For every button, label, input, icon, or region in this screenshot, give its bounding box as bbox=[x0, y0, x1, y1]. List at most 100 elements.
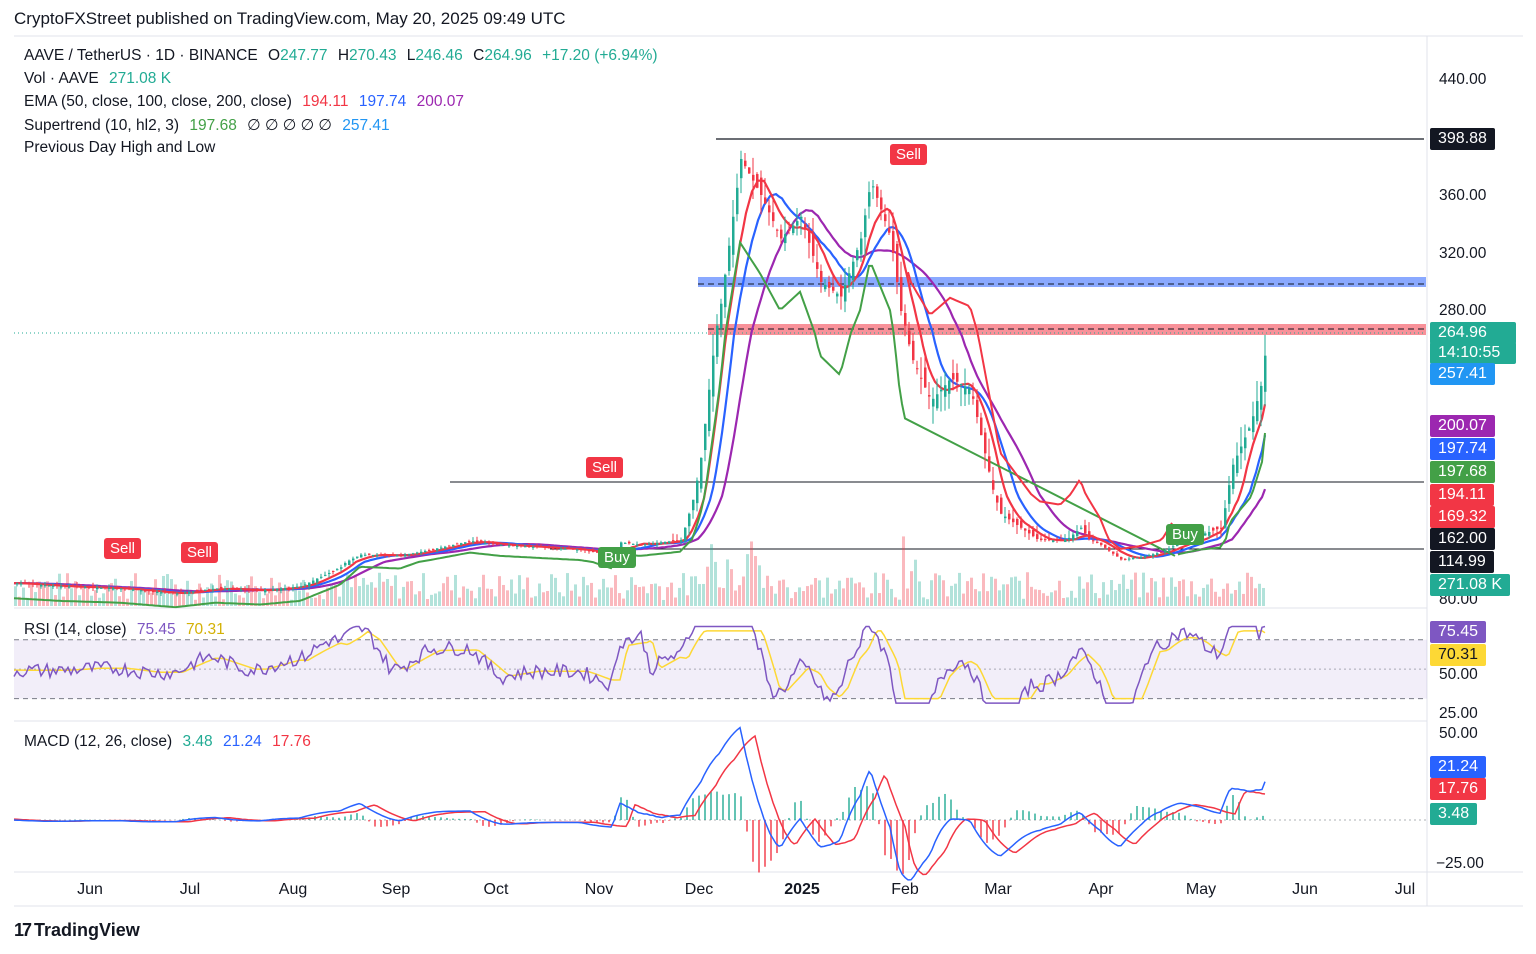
volume-bar bbox=[1250, 576, 1253, 606]
legend-vol-label[interactable]: Vol · AAVE bbox=[24, 70, 99, 87]
candle-body bbox=[716, 325, 719, 357]
macd-label[interactable]: MACD (12, 26, close) bbox=[24, 733, 173, 750]
volume-bar bbox=[306, 592, 309, 606]
macd-hist-bar bbox=[914, 820, 916, 834]
volume-bar bbox=[894, 597, 897, 606]
candle-body bbox=[1028, 529, 1031, 534]
volume-bar bbox=[878, 593, 881, 606]
volume-bar bbox=[578, 596, 581, 606]
volume-bar bbox=[394, 575, 397, 606]
volume-bar bbox=[1066, 597, 1069, 606]
legend-symbol[interactable]: AAVE / TetherUS · 1D · BINANCE bbox=[24, 47, 258, 64]
candle-body bbox=[664, 541, 667, 544]
candle-body bbox=[744, 160, 747, 167]
candle-body bbox=[436, 548, 439, 551]
candle-body bbox=[824, 284, 827, 290]
candle-body bbox=[920, 377, 923, 379]
candle-body bbox=[528, 545, 531, 547]
legend-open: 247.77 bbox=[280, 47, 328, 64]
volume-bar bbox=[746, 554, 749, 606]
volume-bar bbox=[598, 589, 601, 606]
macd-hist-bar bbox=[446, 817, 448, 820]
legend-ohlc: AAVE / TetherUS · 1D · BINANCE O247.77 H… bbox=[24, 47, 664, 65]
candle-body bbox=[1108, 547, 1111, 551]
volume-bar bbox=[114, 578, 117, 606]
macd-hist-bar bbox=[482, 820, 484, 826]
volume-bar bbox=[434, 593, 437, 606]
volume-bar bbox=[126, 598, 129, 606]
candle-body bbox=[580, 549, 583, 551]
price-tag-volume: 271.08 K bbox=[1430, 574, 1511, 596]
candle-body bbox=[684, 527, 687, 541]
volume-bar bbox=[918, 581, 921, 606]
volume-bar bbox=[554, 577, 557, 606]
candle-body bbox=[228, 589, 231, 591]
candle-body bbox=[960, 384, 963, 386]
volume-bar bbox=[1190, 581, 1193, 606]
macd-hist-bar bbox=[710, 792, 712, 820]
macd-line-value: 21.24 bbox=[222, 733, 262, 750]
candle-body bbox=[1216, 526, 1219, 530]
candle-body bbox=[712, 355, 715, 397]
candle-body bbox=[880, 197, 883, 210]
volume-bar bbox=[150, 592, 153, 606]
volume-bar bbox=[998, 590, 1001, 606]
volume-bar bbox=[142, 587, 145, 606]
legend-supertrend-label[interactable]: Supertrend (10, hl2, 3) bbox=[24, 117, 180, 134]
volume-bar bbox=[622, 598, 625, 606]
volume-bar bbox=[190, 592, 193, 606]
volume-bar bbox=[1166, 596, 1169, 606]
candle-body bbox=[96, 587, 99, 590]
volume-bar bbox=[706, 566, 709, 606]
volume-bar bbox=[774, 593, 777, 606]
macd-hist-bar bbox=[1100, 820, 1102, 833]
volume-bar bbox=[1086, 582, 1089, 606]
rsi-label[interactable]: RSI (14, close) bbox=[24, 621, 127, 638]
candle-body bbox=[68, 586, 71, 588]
macd-hist-bar bbox=[1244, 816, 1246, 820]
candle-body bbox=[372, 554, 375, 556]
candle-body bbox=[596, 551, 599, 553]
legend-pdhl-label[interactable]: Previous Day High and Low bbox=[24, 139, 216, 156]
volume-bar bbox=[882, 573, 885, 606]
volume-bar bbox=[358, 586, 361, 606]
candle-body bbox=[1016, 518, 1019, 525]
macd-hist-bar bbox=[728, 794, 730, 820]
macd-hist-bar bbox=[848, 797, 850, 820]
volume-bar bbox=[1230, 593, 1233, 606]
candle-body bbox=[16, 583, 19, 585]
price-tag-ema200: 200.07 bbox=[1430, 415, 1495, 437]
candle-body bbox=[820, 270, 823, 282]
tradingview-logo[interactable]: 17 TradingView bbox=[14, 920, 140, 941]
macd-hist-bar bbox=[998, 820, 1000, 836]
price-tag-prev-low: 169.32 bbox=[1430, 506, 1495, 528]
price-tick: 360.00 bbox=[1439, 187, 1487, 204]
legend-rsi: RSI (14, close) 75.45 70.31 bbox=[24, 621, 231, 639]
macd-hist-bar bbox=[818, 820, 820, 842]
candle-body bbox=[1024, 528, 1027, 531]
candle-body bbox=[1228, 485, 1231, 504]
candle-body bbox=[676, 540, 679, 542]
volume-bar bbox=[38, 581, 41, 606]
candle-body bbox=[1252, 416, 1255, 433]
volume-bar bbox=[474, 598, 477, 606]
candle-body bbox=[796, 221, 799, 226]
time-label: Aug bbox=[278, 881, 308, 898]
macd-tick: −25.00 bbox=[1436, 855, 1484, 872]
legend-ema-label[interactable]: EMA (50, close, 100, close, 200, close) bbox=[24, 93, 292, 110]
volume-bar bbox=[258, 592, 261, 606]
sell-signal: Sell bbox=[181, 542, 219, 563]
macd-hist-bar bbox=[320, 816, 322, 820]
candle-body bbox=[108, 588, 111, 590]
macd-hist-bar bbox=[908, 820, 910, 861]
volume-bar bbox=[46, 581, 49, 606]
volume-bar bbox=[906, 588, 909, 606]
macd-hist-bar bbox=[626, 799, 628, 820]
candle-body bbox=[72, 585, 75, 587]
candle-body bbox=[104, 586, 107, 588]
candle-body bbox=[60, 586, 63, 588]
macd-hist-bar bbox=[758, 820, 760, 873]
candle-body bbox=[552, 547, 555, 549]
candle-body bbox=[1132, 558, 1135, 560]
